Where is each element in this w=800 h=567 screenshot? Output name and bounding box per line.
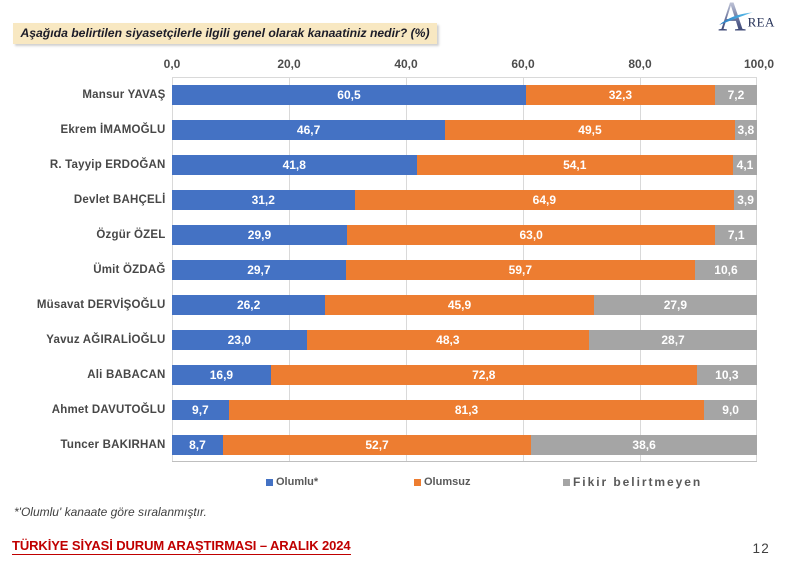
svg-text:REA: REA (748, 14, 775, 29)
svg-text:A: A (718, 0, 746, 34)
